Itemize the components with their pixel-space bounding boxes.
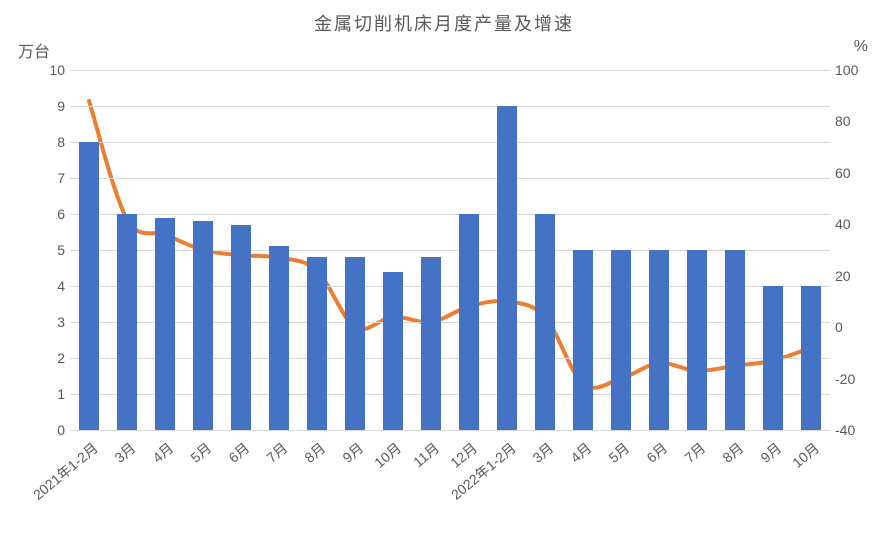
gridline (70, 142, 830, 143)
bar (383, 272, 404, 430)
y-left-tick: 4 (40, 278, 65, 294)
y-left-tick: 7 (40, 170, 65, 186)
bar (79, 142, 100, 430)
bar (497, 106, 518, 430)
y-left-axis-label: 万台 (18, 38, 50, 62)
bar (231, 225, 252, 430)
x-tick: 8月 (718, 438, 748, 467)
gridline (70, 178, 830, 179)
x-tick: 6月 (224, 438, 254, 467)
x-tick: 11月 (409, 438, 444, 472)
gridline (70, 70, 830, 71)
y-left-tick: 10 (40, 62, 65, 78)
y-left-tick: 1 (40, 386, 65, 402)
y-right-tick: 100 (835, 62, 870, 78)
x-tick: 5月 (186, 438, 216, 467)
x-tick: 6月 (642, 438, 672, 467)
x-tick: 4月 (566, 438, 596, 467)
y-right-tick: 60 (835, 165, 870, 181)
gridline (70, 430, 830, 431)
x-tick: 3月 (110, 438, 140, 467)
x-tick: 5月 (604, 438, 634, 467)
x-tick: 7月 (262, 438, 292, 467)
y-left-tick: 0 (40, 422, 65, 438)
bar (535, 214, 556, 430)
y-left-tick: 2 (40, 350, 65, 366)
x-tick: 8月 (300, 438, 330, 467)
plot-area: 012345678910-40-200204060801002021年1-2月3… (70, 70, 830, 430)
x-tick: 9月 (338, 438, 368, 467)
x-tick: 7月 (680, 438, 710, 467)
bar (421, 257, 442, 430)
y-left-tick: 9 (40, 98, 65, 114)
bar (117, 214, 138, 430)
bar (193, 221, 214, 430)
bar (687, 250, 708, 430)
y-left-tick: 8 (40, 134, 65, 150)
gridline (70, 286, 830, 287)
x-tick: 10月 (788, 438, 824, 472)
chart-container: 金属切削机床月度产量及增速 万台 % 012345678910-40-20020… (0, 0, 888, 538)
y-right-tick: 80 (835, 113, 870, 129)
gridline (70, 250, 830, 251)
chart-title: 金属切削机床月度产量及增速 (0, 10, 888, 36)
x-tick: 10月 (370, 438, 406, 472)
bar (649, 250, 670, 430)
bar (307, 257, 328, 430)
y-right-tick: 20 (835, 268, 870, 284)
gridline (70, 106, 830, 107)
y-left-tick: 3 (40, 314, 65, 330)
x-tick: 3月 (528, 438, 558, 467)
bar (155, 218, 176, 430)
y-left-tick: 5 (40, 242, 65, 258)
bar (725, 250, 746, 430)
bar (763, 286, 784, 430)
y-right-tick: -40 (835, 422, 870, 438)
bar (801, 286, 822, 430)
gridline (70, 322, 830, 323)
bar (345, 257, 366, 430)
x-tick: 2021年1-2月 (28, 438, 102, 504)
y-right-tick: 40 (835, 216, 870, 232)
gridline (70, 214, 830, 215)
y-right-tick: -20 (835, 371, 870, 387)
y-left-tick: 6 (40, 206, 65, 222)
bar (459, 214, 480, 430)
bar (611, 250, 632, 430)
y-right-axis-label: % (854, 38, 868, 56)
x-tick: 9月 (756, 438, 786, 467)
x-tick: 4月 (148, 438, 178, 467)
y-right-tick: 0 (835, 319, 870, 335)
bar (269, 246, 290, 430)
gridline (70, 394, 830, 395)
gridline (70, 358, 830, 359)
bar (573, 250, 594, 430)
